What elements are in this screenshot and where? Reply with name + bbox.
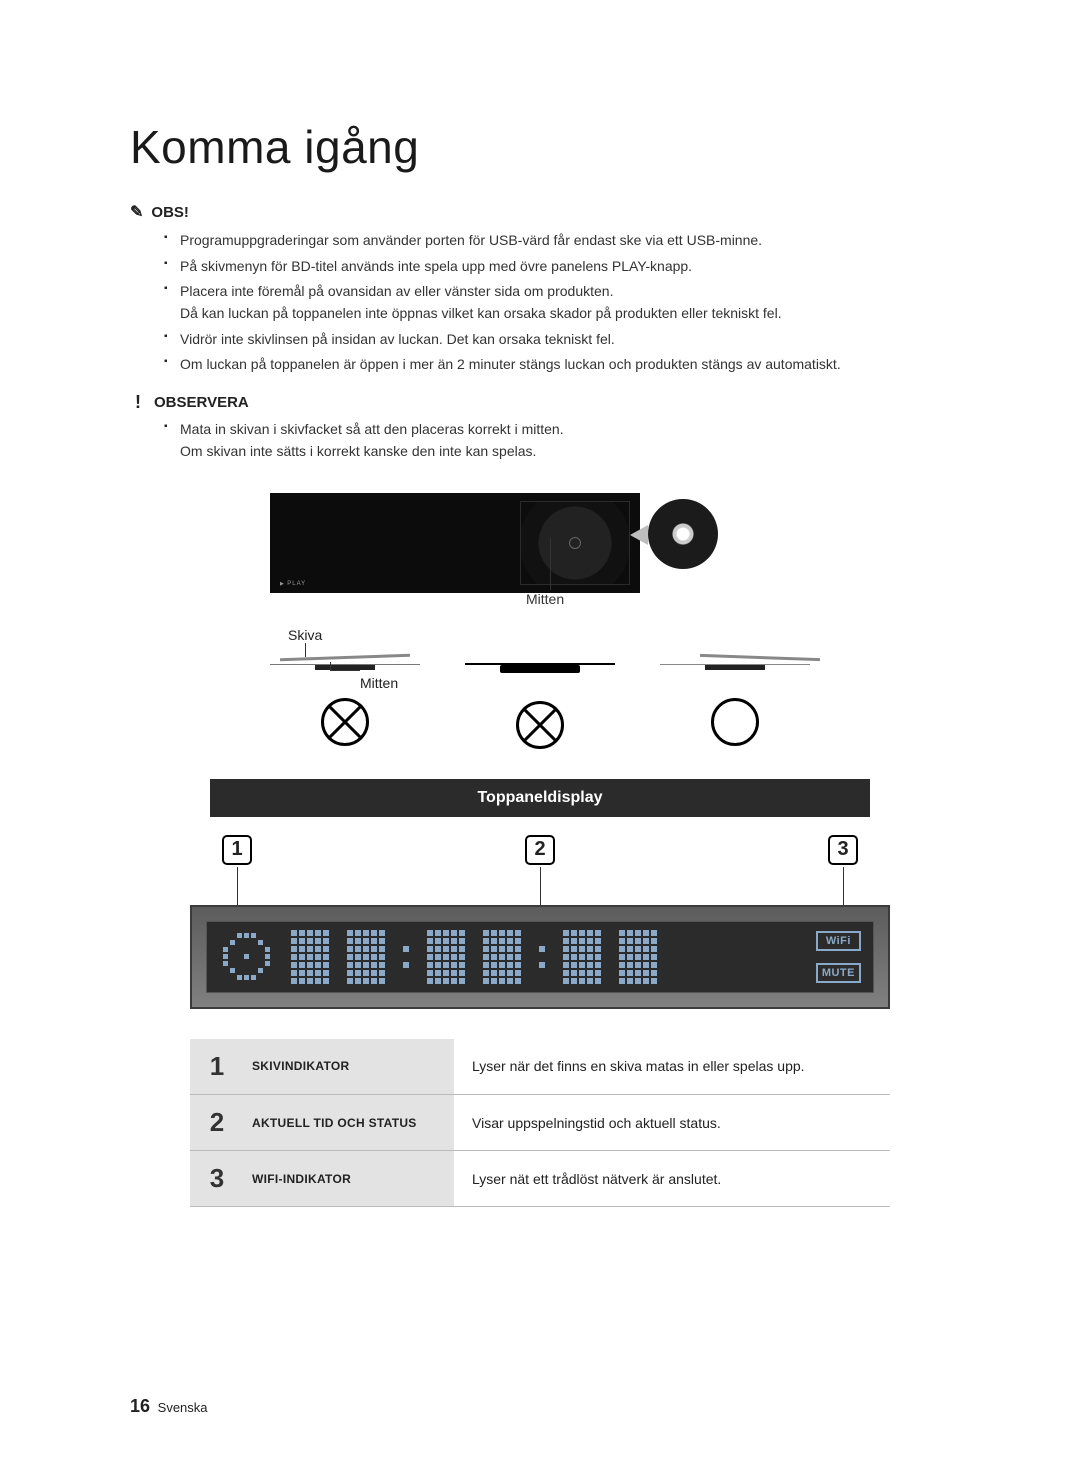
warning-icon bbox=[130, 395, 146, 411]
seg-colon bbox=[403, 930, 409, 984]
row-number: 1 bbox=[190, 1039, 244, 1095]
seg-digit bbox=[291, 930, 329, 984]
mitten-label-bottom: Mitten bbox=[360, 675, 398, 691]
row-label: SKIVINDIKATOR bbox=[244, 1039, 454, 1095]
obs-item: På skivmenyn för BD-titel används inte s… bbox=[164, 256, 950, 278]
page-footer: 16 Svenska bbox=[130, 1396, 208, 1417]
device-illustration: PLAY Mitten Skiva Mitten bbox=[270, 483, 810, 749]
device-body: PLAY bbox=[270, 493, 640, 593]
prohibited-icon bbox=[516, 701, 564, 749]
obs-label: OBS! bbox=[151, 204, 189, 221]
callout-2: 2 bbox=[525, 835, 555, 865]
row-desc: Visar uppspelningstid och aktuell status… bbox=[454, 1095, 890, 1151]
disc-tray bbox=[520, 501, 630, 585]
obs-note: OBS! Programuppgraderingar som använder … bbox=[130, 202, 950, 376]
row-desc: Lyser nät ett trådlöst nätverk är anslut… bbox=[454, 1151, 890, 1207]
callout-row: 1 2 3 bbox=[210, 835, 870, 865]
table-row: 2 AKTUELL TID OCH STATUS Visar uppspelni… bbox=[190, 1095, 890, 1151]
row-number: 2 bbox=[190, 1095, 244, 1151]
page-title: Komma igång bbox=[130, 120, 950, 174]
page-number: 16 bbox=[130, 1396, 150, 1416]
skiva-label: Skiva bbox=[288, 627, 322, 643]
seg-digit bbox=[483, 930, 521, 984]
seg-digit bbox=[347, 930, 385, 984]
page-lang: Svenska bbox=[158, 1400, 208, 1415]
observera-label: OBSERVERA bbox=[154, 394, 249, 411]
observera-item: Mata in skivan i skivfacket så att den p… bbox=[164, 419, 950, 462]
display-panel: WiFi MUTE bbox=[190, 905, 890, 1009]
wifi-indicator: WiFi bbox=[816, 931, 861, 951]
table-row: 3 WIFI-INDIKATOR Lyser nät ett trådlöst … bbox=[190, 1151, 890, 1207]
table-row: 1 SKIVINDIKATOR Lyser när det finns en s… bbox=[190, 1039, 890, 1095]
mitten-label-top: Mitten bbox=[526, 591, 564, 607]
arrow-left-icon bbox=[630, 525, 648, 545]
row-label: AKTUELL TID OCH STATUS bbox=[244, 1095, 454, 1151]
seg-digit bbox=[563, 930, 601, 984]
prohibited-icon bbox=[321, 698, 369, 746]
slot-wrong-center bbox=[465, 653, 615, 749]
row-label: WIFI-INDIKATOR bbox=[244, 1151, 454, 1207]
section-header: Toppaneldisplay bbox=[210, 779, 870, 817]
row-desc: Lyser när det finns en skiva matas in el… bbox=[454, 1039, 890, 1095]
ok-icon bbox=[711, 698, 759, 746]
slot-wrong-left: Skiva Mitten bbox=[270, 653, 420, 746]
observera-note: OBSERVERA Mata in skivan i skivfacket så… bbox=[130, 394, 950, 462]
disc-icon bbox=[648, 499, 718, 569]
obs-item: Vidrör inte skivlinsen på insidan av luc… bbox=[164, 329, 950, 351]
play-label: PLAY bbox=[280, 581, 306, 587]
obs-item: Programuppgraderingar som använder porte… bbox=[164, 230, 950, 252]
seg-digit bbox=[619, 930, 657, 984]
slot-correct bbox=[660, 653, 810, 746]
mute-indicator: MUTE bbox=[816, 963, 861, 983]
seg-digit bbox=[427, 930, 465, 984]
row-number: 3 bbox=[190, 1151, 244, 1207]
callout-1: 1 bbox=[222, 835, 252, 865]
callout-3: 3 bbox=[828, 835, 858, 865]
indicator-table: 1 SKIVINDIKATOR Lyser när det finns en s… bbox=[190, 1039, 890, 1208]
disc-indicator bbox=[219, 930, 273, 984]
seg-colon bbox=[539, 930, 545, 984]
obs-item: Om luckan på toppanelen är öppen i mer ä… bbox=[164, 354, 950, 376]
obs-item: Placera inte föremål på ovansidan av ell… bbox=[164, 281, 950, 324]
note-icon bbox=[130, 202, 143, 222]
